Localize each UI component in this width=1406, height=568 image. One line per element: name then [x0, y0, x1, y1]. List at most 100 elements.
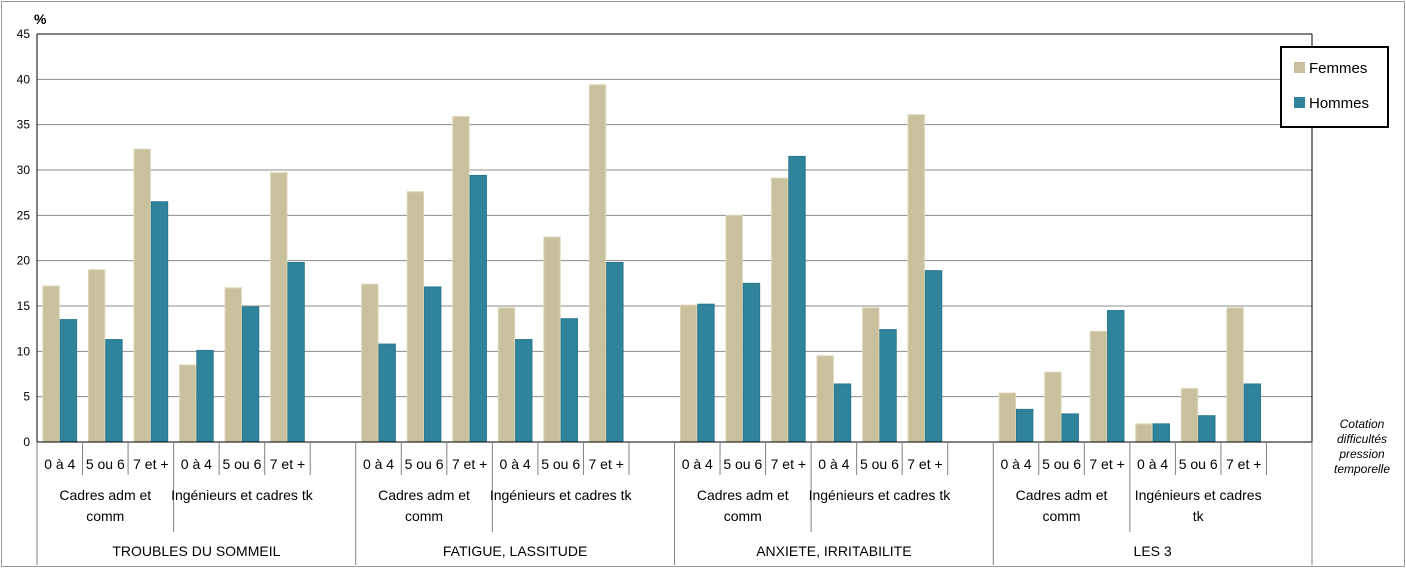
bar-hommes: [469, 174, 487, 443]
x-subgroup-label: comm: [724, 508, 762, 524]
x-level-label: 0 à 4: [500, 456, 531, 472]
bar-femmes: [452, 116, 470, 443]
bar-femmes: [1180, 388, 1199, 443]
bar-femmes: [1044, 371, 1062, 443]
bar-femmes: [725, 214, 743, 443]
x-axis-note: difficultés: [1337, 432, 1387, 446]
bar-hommes: [1243, 383, 1262, 443]
legend-swatch-hommes: [1294, 97, 1305, 108]
x-group-label: LES 3: [1134, 543, 1172, 559]
bar-femmes: [770, 177, 789, 443]
x-level-label: 7 et +: [270, 456, 305, 472]
x-subgroup-label: tk: [1193, 508, 1205, 524]
bar-femmes: [361, 283, 379, 443]
bar-femmes: [1226, 307, 1244, 443]
x-axis-note: Cotation: [1340, 417, 1385, 431]
bar-hommes: [287, 261, 305, 443]
x-level-label: 0 à 4: [181, 456, 212, 472]
bar-femmes: [862, 307, 880, 443]
x-level-label: 5 ou 6: [222, 456, 261, 472]
bar-hommes: [697, 303, 715, 443]
bar-femmes: [224, 287, 242, 443]
bar-hommes: [788, 155, 806, 443]
bar-hommes: [59, 319, 78, 443]
bar-femmes: [270, 172, 288, 443]
x-group-label: ANXIETE, IRRITABILITE: [756, 543, 911, 559]
x-level-label: 7 et +: [771, 456, 806, 472]
x-level-label: 0 à 4: [363, 456, 394, 472]
bar-hommes: [1152, 423, 1170, 443]
bar-hommes: [1107, 310, 1125, 443]
x-subgroup-label: Cadres adm et: [59, 487, 151, 503]
x-level-label: 0 à 4: [1137, 456, 1168, 472]
x-subgroup-label: Ingénieurs et cadres tk: [809, 487, 952, 503]
bar-hommes: [241, 306, 260, 443]
x-level-label: 0 à 4: [44, 456, 75, 472]
bar-hommes: [833, 383, 852, 443]
y-tick-label: 30: [17, 163, 31, 177]
legend-box: [1280, 46, 1389, 128]
x-subgroup-label: Cadres adm et: [378, 487, 470, 503]
bar-hommes: [924, 270, 943, 443]
bar-hommes: [742, 282, 761, 443]
x-group-label: FATIGUE, LASSITUDE: [443, 543, 587, 559]
bar-hommes: [424, 286, 442, 443]
x-level-label: 0 à 4: [818, 456, 849, 472]
legend: Femmes Hommes: [1280, 46, 1389, 128]
bar-femmes: [406, 191, 425, 443]
bar-femmes: [543, 236, 561, 443]
x-subgroup-label: comm: [1042, 508, 1080, 524]
y-tick-label: 40: [17, 72, 31, 86]
x-level-label: 5 ou 6: [1042, 456, 1081, 472]
bar-hommes: [378, 343, 396, 443]
y-tick-label: 15: [17, 299, 31, 313]
x-level-label: 7 et +: [1226, 456, 1261, 472]
x-group-label: TROUBLES DU SOMMEIL: [112, 543, 280, 559]
bar-hommes: [196, 349, 214, 443]
x-subgroup-label: comm: [86, 508, 124, 524]
y-tick-label: 25: [17, 208, 31, 222]
x-level-label: 5 ou 6: [405, 456, 444, 472]
bar-femmes: [679, 304, 698, 443]
x-subgroup-label: Cadres adm et: [697, 487, 789, 503]
y-tick-label: 45: [17, 27, 31, 41]
bar-femmes: [1135, 423, 1153, 443]
x-level-label: 5 ou 6: [1179, 456, 1218, 472]
x-level-label: 7 et +: [1089, 456, 1124, 472]
bar-femmes: [179, 364, 197, 443]
x-level-label: 5 ou 6: [541, 456, 580, 472]
x-level-label: 7 et +: [907, 456, 942, 472]
x-subgroup-label: Ingénieurs et cadres: [1135, 487, 1262, 503]
bar-femmes: [497, 307, 516, 443]
x-subgroup-label: Ingénieurs et cadres tk: [490, 487, 633, 503]
x-level-label: 7 et +: [133, 456, 168, 472]
bar-femmes: [588, 84, 607, 443]
bar-hommes: [560, 318, 579, 443]
legend-label: Hommes: [1309, 95, 1369, 112]
y-tick-label: 35: [17, 118, 31, 132]
x-subgroup-label: Cadres adm et: [1016, 487, 1108, 503]
y-tick-label: 10: [17, 344, 31, 358]
bar-hommes: [1015, 408, 1034, 443]
bar-hommes: [150, 201, 169, 443]
x-level-label: 7 et +: [588, 456, 623, 472]
y-tick-label: 20: [17, 254, 31, 268]
bar-femmes: [87, 269, 106, 443]
x-axis: 0 à 4 5 ou 6 7 et + Cadres adm et comm 0 à 4 5…: [36, 417, 1390, 565]
bars: [42, 84, 1262, 443]
bar-hommes: [1198, 415, 1216, 443]
x-axis-note: pression: [1338, 447, 1385, 461]
bar-femmes: [42, 285, 60, 443]
bar-hommes: [1061, 413, 1079, 443]
bar-hommes: [515, 339, 533, 443]
bar-hommes: [879, 329, 897, 443]
x-level-label: 0 à 4: [682, 456, 713, 472]
legend-label: Femmes: [1309, 60, 1367, 77]
x-level-label: 5 ou 6: [860, 456, 899, 472]
bar-femmes: [907, 114, 925, 443]
x-axis-note: temporelle: [1334, 462, 1390, 476]
x-level-label: 5 ou 6: [86, 456, 125, 472]
